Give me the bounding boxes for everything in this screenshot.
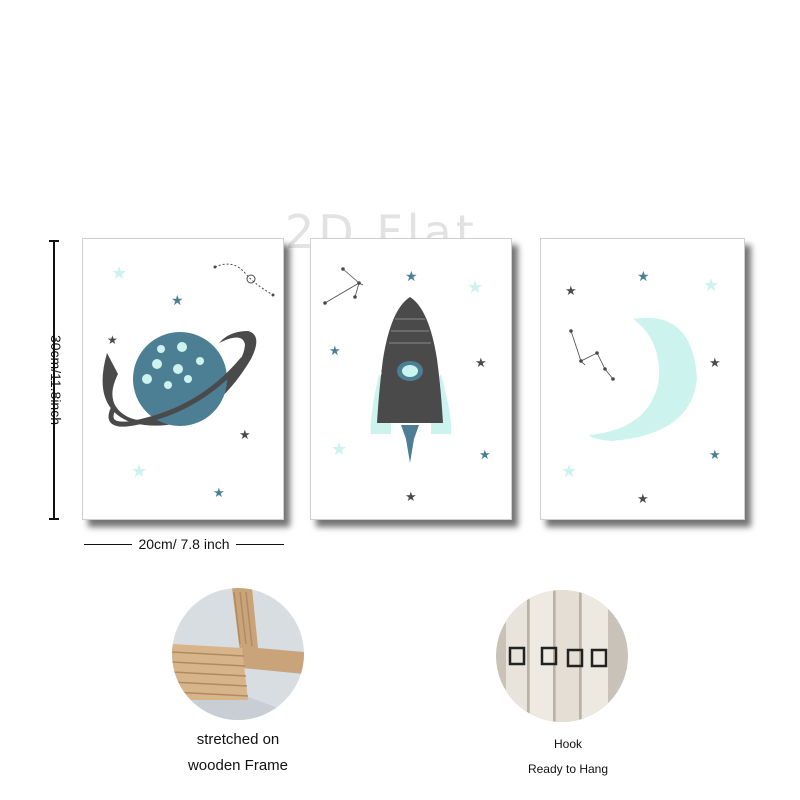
- rocket-body: [377, 297, 443, 423]
- width-dimension-label: 20cm/ 7.8 inch: [138, 536, 230, 552]
- planet-ring-front: [108, 357, 245, 427]
- wooden-frame-photo: [172, 588, 304, 720]
- rocket-illustration: ★ ★ ★ ★ ★ ★ ★: [323, 267, 491, 505]
- svg-text:★: ★: [637, 269, 650, 285]
- svg-text:★: ★: [107, 333, 118, 347]
- svg-text:★: ★: [405, 490, 417, 505]
- svg-text:★: ★: [475, 356, 487, 371]
- hook-icon-3: [566, 648, 584, 668]
- rocket-panel: ★ ★ ★ ★ ★ ★ ★: [310, 238, 512, 520]
- svg-text:★: ★: [171, 293, 184, 309]
- frame-caption-line2: wooden Frame: [187, 757, 289, 774]
- width-dimension-line-left: [84, 543, 133, 545]
- svg-text:★: ★: [637, 492, 649, 507]
- svg-text:★: ★: [709, 448, 721, 463]
- hook-caption-line1: Hook: [553, 737, 582, 751]
- svg-text:★: ★: [709, 356, 721, 371]
- moon-panel: ★ ★ ★ ★ ★ ★ ★: [540, 238, 745, 520]
- svg-text:★: ★: [467, 277, 483, 298]
- hook-caption: Hook Ready to Hang: [508, 732, 628, 782]
- height-dimension-tick-top: [49, 240, 59, 242]
- svg-text:★: ★: [565, 284, 577, 299]
- hook-icon-1: [508, 646, 526, 666]
- svg-text:★: ★: [405, 269, 418, 285]
- height-dimension-label: 30cm/11.8inch: [48, 334, 64, 425]
- hook-icon-4: [590, 648, 608, 668]
- planet-illustration: ★ ★ ★ ★ ★ ★: [102, 263, 275, 501]
- svg-text:★: ★: [239, 428, 251, 443]
- height-dimension-line: [53, 240, 55, 520]
- hook-photo: [496, 590, 628, 722]
- moon-illustration: ★ ★ ★ ★ ★ ★ ★: [561, 269, 721, 507]
- planet-panel: ★ ★ ★ ★ ★ ★: [82, 238, 284, 520]
- svg-text:★: ★: [331, 439, 347, 460]
- hook-icon-2: [540, 646, 558, 666]
- crescent-moon: [589, 317, 697, 441]
- width-dimension-line-right: [235, 543, 284, 545]
- rocket-window: [402, 365, 418, 377]
- svg-text:★: ★: [131, 461, 147, 482]
- height-dimension-tick-bottom: [49, 518, 59, 520]
- svg-text:★: ★: [329, 344, 341, 359]
- svg-text:★: ★: [561, 461, 577, 482]
- frame-caption: stretched on wooden Frame: [178, 727, 298, 779]
- svg-text:★: ★: [703, 275, 719, 296]
- rocket-flame: [401, 425, 419, 463]
- planet-body: [133, 332, 227, 426]
- frame-caption-line1: stretched on: [196, 731, 280, 748]
- hook-caption-line2: Ready to Hang: [527, 762, 609, 776]
- svg-text:★: ★: [479, 448, 491, 463]
- svg-text:★: ★: [111, 263, 127, 284]
- width-dimension: 20cm/ 7.8 inch: [84, 536, 284, 552]
- svg-text:★: ★: [213, 486, 225, 501]
